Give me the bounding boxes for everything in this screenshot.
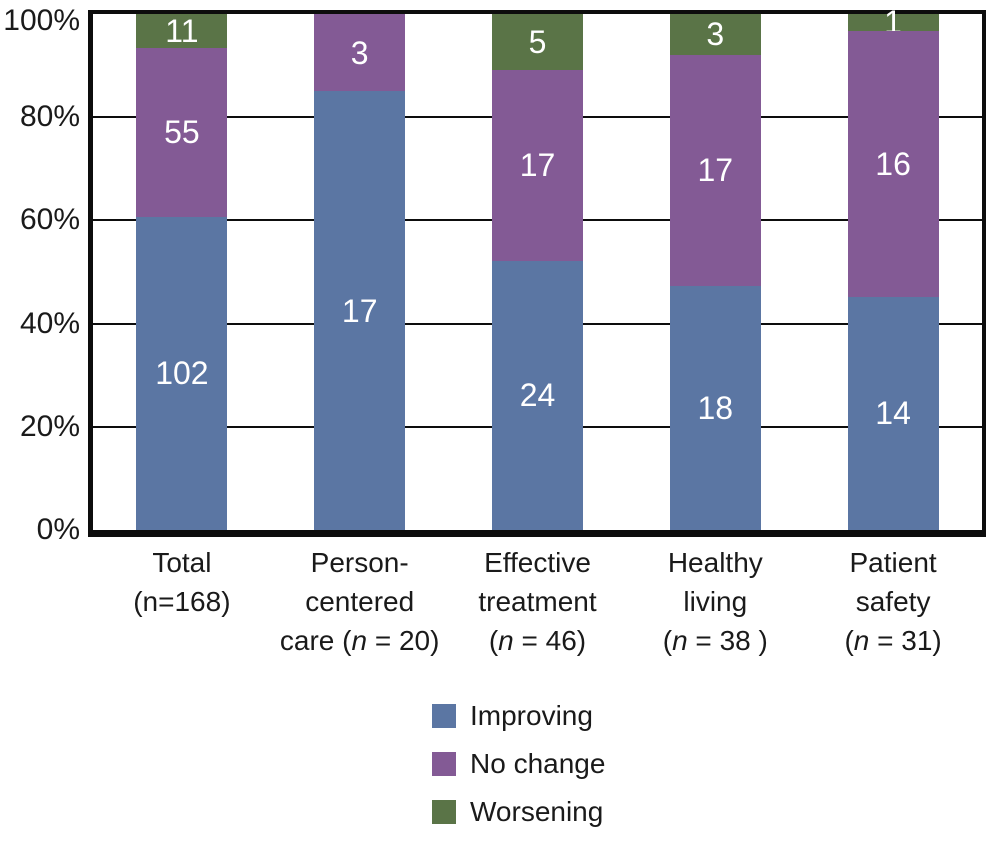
category-label-line: (n = 46) xyxy=(488,625,587,656)
bar-band-total: 11 55 102 xyxy=(93,14,271,530)
category-label-patient: Patient safety (n = 31) xyxy=(773,543,990,660)
plot-area: 11 55 102 3 17 5 17 24 3 17 18 1 16 14 xyxy=(88,6,986,537)
segment-improving: 17 xyxy=(314,91,406,530)
category-label-line: Total xyxy=(152,547,212,578)
segment-no-change: 55 xyxy=(136,47,228,217)
category-label-line: (n = 31) xyxy=(844,625,942,656)
segment-improving: 18 xyxy=(669,285,761,530)
segment-value-label: 3 xyxy=(350,34,369,71)
segment-value-label: 17 xyxy=(341,292,378,329)
category-label-total: Total (n=168) xyxy=(62,543,302,621)
y-tick-label-60: 60% xyxy=(19,203,80,237)
category-label-line: centered xyxy=(305,586,415,617)
bar-band-healthy: 3 17 18 xyxy=(626,14,804,530)
category-label-line: care (n = 20) xyxy=(279,625,440,656)
segment-value-label: 18 xyxy=(697,389,734,426)
bar-healthy: 3 17 18 xyxy=(669,14,761,530)
segment-value-label: 16 xyxy=(875,145,911,182)
category-label-healthy: Healthy living (n = 38 ) xyxy=(595,543,835,660)
legend-label-improving: Improving xyxy=(470,700,593,731)
segment-worsening: 11 xyxy=(136,12,228,49)
category-label-line: Healthy xyxy=(667,547,763,578)
category-label-line: treatment xyxy=(478,586,597,617)
category-label-line: Effective xyxy=(484,547,591,578)
segment-no-change: 3 xyxy=(314,14,406,92)
segment-value-label: 17 xyxy=(519,147,556,184)
y-tick-label-40: 40% xyxy=(19,306,80,340)
segment-value-label: 55 xyxy=(164,114,200,151)
segment-value-label: 11 xyxy=(165,12,199,49)
legend-item-no-change: No change xyxy=(432,748,605,780)
segment-no-change: 17 xyxy=(669,54,761,286)
segment-no-change: 17 xyxy=(491,70,583,261)
category-label-line: (n = 38 ) xyxy=(662,625,768,656)
segment-worsening: 1 xyxy=(847,6,939,38)
bar-total: 11 55 102 xyxy=(136,12,228,530)
category-label-line: Patient xyxy=(849,547,937,578)
segment-value-label: 24 xyxy=(519,377,556,414)
legend-swatch-worsening xyxy=(432,800,456,824)
bar-person: 3 17 xyxy=(314,14,406,530)
segment-improving: 24 xyxy=(491,260,583,530)
category-label-line: safety xyxy=(855,586,931,617)
bar-effective: 5 17 24 xyxy=(491,14,583,530)
segment-value-label: 3 xyxy=(706,16,725,53)
segment-worsening: 5 xyxy=(491,14,583,71)
legend-label-no-change: No change xyxy=(470,748,606,779)
category-label-person: Person-centered care (n = 20) xyxy=(240,543,480,660)
y-tick-label-100: 100% xyxy=(3,4,80,37)
segment-worsening: 3 xyxy=(669,14,761,55)
category-label-line: Person- xyxy=(310,547,409,578)
bar-band-patient: 1 16 14 xyxy=(804,6,982,530)
legend: Improving No change Worsening xyxy=(432,700,605,844)
segment-value-label: 5 xyxy=(528,24,547,61)
segment-improving: 14 xyxy=(847,296,939,530)
segment-no-change: 16 xyxy=(847,30,939,297)
legend-item-improving: Improving xyxy=(432,700,605,732)
segment-value-label: 102 xyxy=(155,355,209,392)
bar-band-effective: 5 17 24 xyxy=(449,14,627,530)
y-tick-label-80: 80% xyxy=(19,100,80,134)
bars-container: 11 55 102 3 17 5 17 24 3 17 18 1 16 14 xyxy=(93,6,982,530)
y-tick-label-0: 0% xyxy=(36,513,80,546)
legend-swatch-no-change xyxy=(432,752,456,776)
bar-patient: 1 16 14 xyxy=(847,6,939,530)
segment-value-label: 1 xyxy=(884,4,902,41)
y-tick-label-20: 20% xyxy=(19,409,80,443)
legend-label-worsening: Worsening xyxy=(470,796,604,827)
legend-item-worsening: Worsening xyxy=(432,796,605,828)
segment-value-label: 14 xyxy=(875,395,911,432)
segment-improving: 102 xyxy=(136,216,228,530)
segment-value-label: 17 xyxy=(697,152,734,189)
category-label-effective: Effective treatment (n = 46) xyxy=(418,543,658,660)
category-label-line: (n=168) xyxy=(133,586,231,617)
legend-swatch-improving xyxy=(432,704,456,728)
bar-band-person: 3 17 xyxy=(271,14,449,530)
category-label-line: living xyxy=(683,586,748,617)
